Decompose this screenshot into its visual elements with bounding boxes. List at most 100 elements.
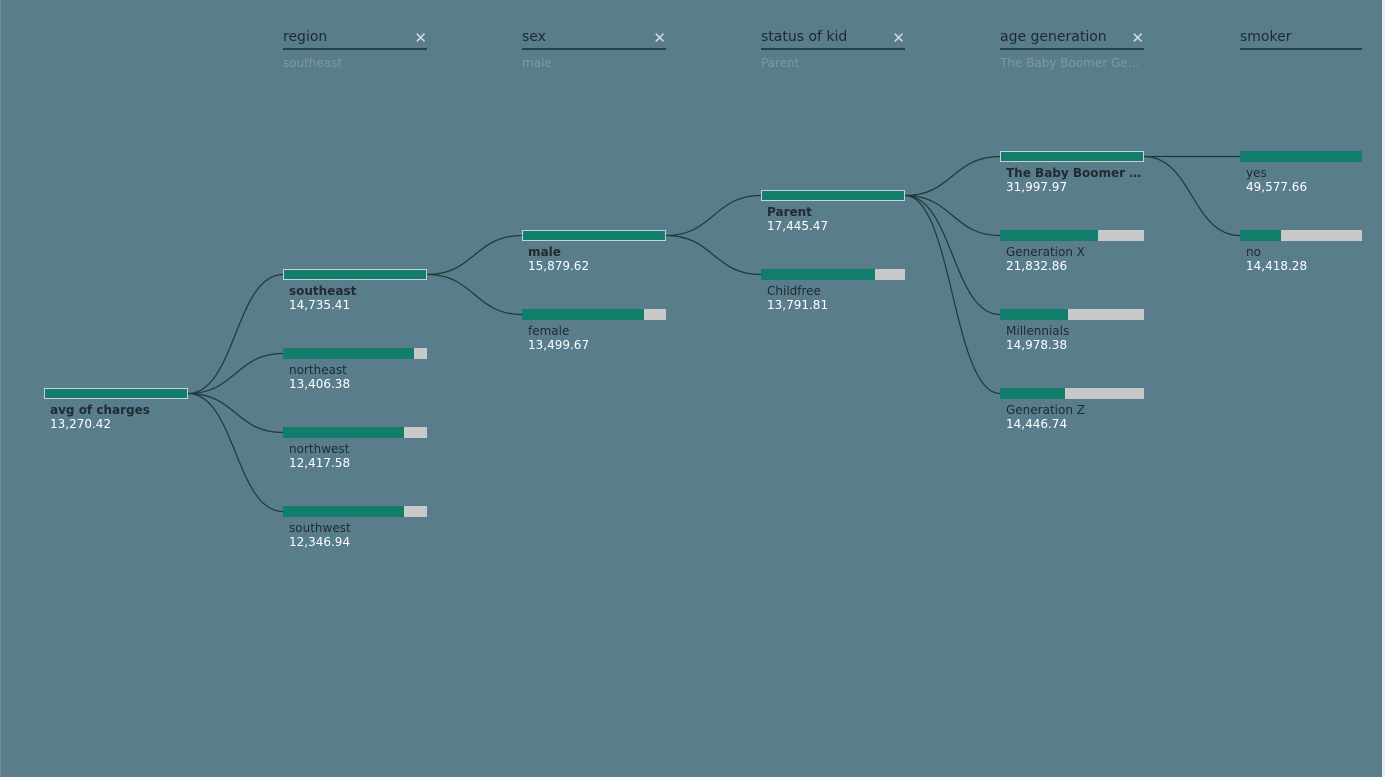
node-sex-1[interactable]: female 13,499.67 <box>522 309 666 353</box>
level-header-sex: sex ✕ male <box>522 27 666 70</box>
node-region-1[interactable]: northeast 13,406.38 <box>283 348 427 392</box>
node-label: yes <box>1246 166 1267 180</box>
node-value: 12,417.58 <box>289 456 351 470</box>
node-region-0[interactable]: southeast 14,735.41 <box>283 269 427 313</box>
tree-link <box>187 392 284 434</box>
level-title[interactable]: status of kid <box>761 29 848 45</box>
node-bar-fill <box>45 389 187 398</box>
node-region-3[interactable]: southwest 12,346.94 <box>283 506 427 550</box>
level-title[interactable]: smoker <box>1240 29 1292 45</box>
node-sex-0[interactable]: male 15,879.62 <box>522 230 666 274</box>
root-node[interactable]: avg of charges 13,270.42 <box>44 388 188 432</box>
node-bar[interactable] <box>1000 151 1144 162</box>
node-bar[interactable] <box>283 506 427 517</box>
node-value: 13,406.38 <box>289 377 351 391</box>
node-value: 13,499.67 <box>528 338 590 352</box>
node-smoker-0[interactable]: yes 49,577.66 <box>1240 151 1362 195</box>
node-age-generation-2[interactable]: Millennials 14,978.38 <box>1000 309 1144 353</box>
tree-link <box>904 194 1001 316</box>
node-value: 14,418.28 <box>1246 259 1308 273</box>
tree-link <box>187 352 284 395</box>
tree-link <box>904 194 1001 395</box>
level-title[interactable]: age generation <box>1000 29 1107 45</box>
node-bar[interactable] <box>522 309 666 320</box>
tree-link <box>1143 155 1241 237</box>
node-bar[interactable] <box>761 190 905 201</box>
node-bar-fill <box>1000 309 1068 320</box>
node-label: male <box>528 245 561 259</box>
node-value: 13,791.81 <box>767 298 829 312</box>
node-bar-fill <box>1000 230 1098 241</box>
node-value: 31,997.97 <box>1006 180 1068 194</box>
level-header-age-generation: age generation ✕ The Baby Boomer Gen... <box>1000 27 1144 70</box>
node-label: northeast <box>289 363 347 377</box>
node-label: avg of charges <box>50 403 150 417</box>
node-bar-fill <box>283 427 404 438</box>
node-bar[interactable] <box>283 427 427 438</box>
level-header-smoker: smoker <box>1240 27 1362 56</box>
node-bar-fill <box>762 191 904 200</box>
node-bar[interactable] <box>1240 151 1362 162</box>
node-bar-fill <box>283 348 415 359</box>
tree-link <box>426 234 523 276</box>
node-region-2[interactable]: northwest 12,417.58 <box>283 427 427 471</box>
node-bar-fill <box>761 269 875 280</box>
node-label: Millennials <box>1006 324 1070 338</box>
node-bar[interactable] <box>1000 230 1144 241</box>
node-status-of-kid-1[interactable]: Childfree 13,791.81 <box>761 269 905 313</box>
node-value: 49,577.66 <box>1246 180 1308 194</box>
close-icon[interactable]: ✕ <box>653 29 666 47</box>
node-bar-fill <box>1240 151 1362 162</box>
node-bar[interactable] <box>44 388 188 399</box>
level-selected-value: Parent <box>761 56 800 70</box>
node-label: Parent <box>767 205 812 219</box>
node-value: 21,832.86 <box>1006 259 1068 273</box>
node-bar[interactable] <box>522 230 666 241</box>
node-bar[interactable] <box>1000 388 1144 399</box>
level-header-row: smoker <box>1240 27 1362 50</box>
level-selected-value: male <box>522 56 552 70</box>
node-age-generation-3[interactable]: Generation Z 14,446.74 <box>1000 388 1144 432</box>
node-bar[interactable] <box>1240 230 1362 241</box>
node-label: Generation Z <box>1006 403 1085 417</box>
level-header-row: status of kid ✕ <box>761 27 905 50</box>
level-selected-value: southeast <box>283 56 343 70</box>
node-label: southeast <box>289 284 357 298</box>
node-bar[interactable] <box>283 348 427 359</box>
tree-link <box>187 273 284 395</box>
node-smoker-1[interactable]: no 14,418.28 <box>1240 230 1362 274</box>
node-bar-fill <box>1240 230 1282 241</box>
node-bar[interactable] <box>761 269 905 280</box>
node-age-generation-1[interactable]: Generation X 21,832.86 <box>1000 230 1144 274</box>
node-label: no <box>1246 245 1261 259</box>
canvas-edge-left <box>0 0 1 777</box>
close-icon[interactable]: ✕ <box>414 29 427 47</box>
node-bar[interactable] <box>1000 309 1144 320</box>
node-bar-fill <box>283 506 404 517</box>
node-label: Generation X <box>1006 245 1085 259</box>
node-value: 12,346.94 <box>289 535 351 549</box>
level-title[interactable]: region <box>283 29 328 45</box>
level-selected-value: The Baby Boomer Gen... <box>1000 56 1144 70</box>
node-bar[interactable] <box>283 269 427 280</box>
node-label: northwest <box>289 442 350 456</box>
level-title[interactable]: sex <box>522 29 546 45</box>
canvas-edge-right <box>1382 0 1385 777</box>
node-label: southwest <box>289 521 351 535</box>
node-bar-fill <box>284 270 426 279</box>
level-header-row: region ✕ <box>283 27 427 50</box>
tree-link <box>904 155 1001 197</box>
level-header-row: age generation ✕ <box>1000 27 1144 50</box>
close-icon[interactable]: ✕ <box>892 29 905 47</box>
tree-link <box>665 234 762 276</box>
close-icon[interactable]: ✕ <box>1131 29 1144 47</box>
node-bar-fill <box>522 309 645 320</box>
node-status-of-kid-0[interactable]: Parent 17,445.47 <box>761 190 905 234</box>
level-header-region: region ✕ southeast <box>283 27 427 70</box>
node-age-generation-0[interactable]: The Baby Boomer Ge...31,997.97 <box>1000 151 1144 195</box>
level-header-row: sex ✕ <box>522 27 666 50</box>
node-bar-fill <box>523 231 665 240</box>
node-label: The Baby Boomer Ge... <box>1006 166 1144 180</box>
node-value: 13,270.42 <box>50 417 112 431</box>
